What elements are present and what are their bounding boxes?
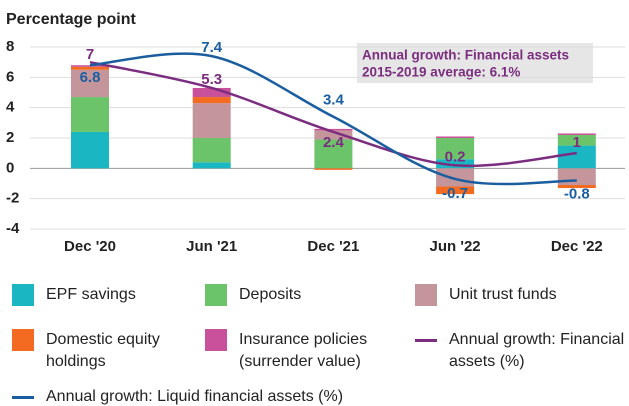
bar-segment [557,168,596,186]
bar-segment [436,186,475,195]
bar-segment [192,162,231,169]
data-label: 1 [573,134,581,151]
legend-item: Deposits [205,284,385,306]
y-tick-label: -2 [6,190,19,207]
bar-segment [71,97,109,132]
legend-label: Deposits [239,286,302,303]
bar-segment [192,87,231,98]
legend-swatch [12,396,34,399]
bar-segment [192,103,231,138]
legend-item: Unit trust funds [415,284,625,306]
data-label: 0.2 [445,148,466,165]
data-label: 7 [86,46,94,63]
bar-segment [71,65,109,67]
y-tick-label: -4 [6,220,20,237]
data-label: 2.4 [323,134,345,151]
x-tick-label: Jun '22 [430,238,481,255]
legend-swatch [12,329,34,351]
y-axis-label: Percentage point [6,11,136,28]
legend-label: Unit trust funds [449,286,557,303]
data-label: -0.8 [564,185,590,202]
x-tick-label: Jun '21 [186,238,237,255]
legend-label: Annual growth: Financial assets (%) [449,331,625,370]
bar-segment [314,139,353,169]
x-tick-label: Dec '20 [64,238,116,255]
data-label: -0.7 [442,185,468,202]
bar-segment [71,66,109,70]
y-tick-label: 0 [6,159,14,176]
x-tick-label: Dec '21 [307,238,359,255]
legend-item: EPF savings [12,284,192,306]
y-tick-label: 2 [6,129,14,146]
legend-label: Insurance policies (surrender value) [239,331,368,370]
bar-segment [314,168,353,170]
bar-segment [436,168,475,187]
data-label: 5.3 [201,71,222,88]
y-tick-label: 4 [6,99,15,116]
data-label: 3.4 [323,92,345,109]
legend-swatch [12,284,34,306]
bar-segment [557,134,596,146]
line-series [89,52,577,186]
bar-segment [192,138,231,163]
annotation-box [357,43,593,83]
bar-segment [314,130,353,140]
line-series [89,60,577,168]
y-tick-label: 8 [6,38,14,55]
legend-swatch [415,339,437,342]
legend-label: Annual growth: Liquid financial assets (… [46,388,344,405]
legend-swatch [205,284,227,306]
annotation: 2015-2019 average: 6.1% [362,65,520,80]
legend-swatch [205,329,227,351]
data-label: 7.4 [201,39,223,56]
bar-segment [314,128,353,131]
annotation: Annual growth: Financial assets [362,48,569,63]
legend-label: Domestic equity holdings [46,331,160,370]
bar-segment [436,138,475,160]
chart: Percentage point Annual growth: Financia… [6,11,625,255]
bar-segment [192,97,231,104]
legend-item: Insurance policies (surrender value) [205,329,405,373]
legend-label: EPF savings [46,286,136,303]
legend-item: Annual growth: Financial assets (%) [415,329,625,373]
x-tick-label: Dec '22 [551,238,603,255]
bar-segment [557,145,596,169]
data-label: 6.8 [80,69,101,86]
y-tick-label: 6 [6,68,14,85]
legend-item: Domestic equity holdings [12,329,182,373]
bar-segment [71,131,109,169]
bar-segment [557,185,596,189]
legend-item: Annual growth: Liquid financial assets (… [12,386,512,406]
bar-segment [557,133,596,135]
bar-segment [436,159,475,169]
bar-segment [436,136,475,138]
bar-segment [71,69,109,98]
legend-swatch [415,284,437,306]
